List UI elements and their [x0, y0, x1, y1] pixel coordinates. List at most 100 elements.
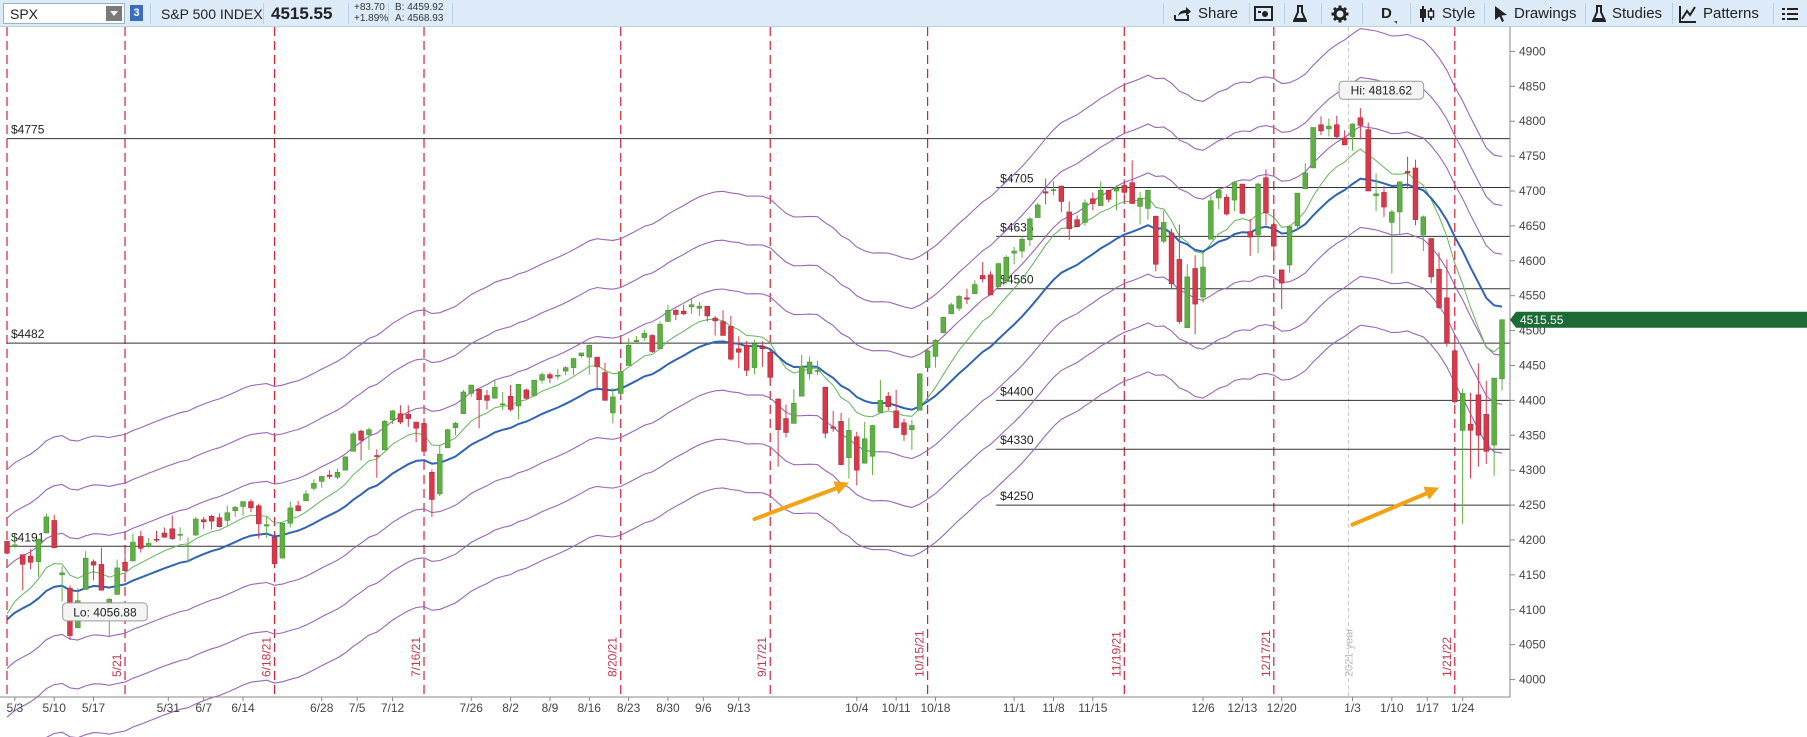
candle-body [736, 348, 742, 353]
price-level-label: $4775 [11, 123, 45, 137]
toolbar-divider [263, 3, 264, 24]
candle-body [1153, 215, 1159, 265]
candle-body [405, 414, 411, 419]
change-value: +83.70 [354, 2, 385, 13]
candle-body [114, 567, 120, 595]
link-group-badge[interactable]: 3 [130, 5, 143, 21]
candle-body [240, 501, 246, 507]
candle-body [193, 518, 199, 536]
candle-body [1420, 216, 1427, 236]
menu-list-icon [1782, 7, 1798, 20]
envelope-bands-layer [6, 28, 1503, 737]
candle-body [1318, 124, 1324, 132]
candle-body [1381, 192, 1387, 208]
candle-body [1302, 172, 1308, 190]
candle-body [476, 388, 482, 400]
candle-body [138, 536, 144, 549]
candle-body [641, 333, 648, 338]
candle-body [972, 284, 978, 294]
symbol-dropdown-icon[interactable] [106, 6, 122, 21]
menu-button[interactable] [1782, 0, 1798, 27]
net-change: +83.70 +1.89% [354, 2, 388, 24]
price-tick-label: 4000 [1519, 673, 1546, 687]
time-tick-label: 7/12 [381, 701, 405, 715]
flask-icon [1293, 4, 1307, 22]
candle-body [1467, 423, 1474, 431]
candle-body [1239, 183, 1246, 214]
candle-body [452, 423, 459, 428]
envelope-band-line [6, 28, 1503, 470]
candle-body [98, 564, 105, 591]
drawings-button[interactable]: Drawings [1494, 0, 1577, 27]
chart-toolbar: SPX 3 S&P 500 INDEX 4515.55 +83.70 +1.89… [0, 0, 1807, 27]
candle-body [893, 410, 899, 428]
candle-body [688, 304, 695, 308]
candle-body [814, 370, 821, 372]
candle-body [830, 426, 836, 429]
toolbar-divider [1410, 3, 1411, 24]
envelope-band-line [6, 76, 1503, 519]
time-tick-label: 12/20 [1267, 701, 1297, 715]
time-tick-label: 5/31 [157, 701, 181, 715]
settings-button[interactable] [1331, 0, 1349, 27]
candle-body [232, 506, 238, 511]
candle-body [437, 453, 443, 495]
ask-value: A: 4568.93 [395, 13, 444, 24]
patterns-button[interactable]: Patterns [1679, 0, 1759, 27]
symbol-input[interactable]: SPX [3, 3, 125, 24]
candle-body [1216, 190, 1222, 199]
candle-body [531, 379, 537, 396]
candle-body [1082, 202, 1088, 223]
price-tick-label: 4900 [1519, 44, 1546, 58]
candle-body [122, 562, 128, 571]
candle-body [673, 310, 679, 315]
candle-body [185, 545, 191, 547]
candle-body [846, 430, 852, 458]
toolbar-divider [1484, 3, 1485, 24]
candle-body [256, 505, 262, 525]
candle-body [547, 374, 553, 379]
share-button[interactable]: Share [1174, 0, 1238, 27]
symbol-text: SPX [10, 6, 39, 22]
candle-body [885, 395, 891, 407]
cycle-date-label: 5/21 [110, 653, 124, 677]
candle-body [1042, 191, 1049, 194]
candle-body [1357, 117, 1364, 126]
last-price-label: 4515.55 [1520, 313, 1564, 327]
candle-body [271, 536, 278, 564]
candle-body [366, 429, 372, 435]
candle-body [1349, 123, 1356, 137]
time-tick-label: 6/14 [231, 701, 255, 715]
candle-body [822, 386, 829, 434]
chart-settings-panel-button[interactable] [1254, 0, 1274, 27]
price-chart[interactable]: 2021 year 5/21 6/18/21 7/16/21 8/20/21 9/17/2… [0, 27, 1807, 737]
time-tick-label: 11/15 [1078, 701, 1107, 715]
studies-label: Studies [1612, 5, 1663, 22]
candle-body [1404, 171, 1411, 174]
candle-body [1160, 222, 1167, 242]
annotations-layer: Hi: 4818.62 Lo: 4056.88 [62, 80, 1440, 622]
candle-body [783, 418, 789, 433]
time-tick-label: 1/17 [1416, 701, 1440, 715]
cycle-date-label: 11/19/21 [1109, 631, 1123, 677]
candle-body [1011, 250, 1017, 254]
price-tick-label: 4400 [1519, 393, 1546, 407]
candle-body [1066, 211, 1072, 229]
toolbar-divider [388, 3, 389, 24]
candle-body [1200, 266, 1206, 298]
price-level-label: $4635 [1000, 220, 1034, 234]
trend-arrow-shaft [752, 483, 845, 522]
candle-body [586, 345, 592, 358]
cycle-date-label: 12/17/21 [1259, 630, 1273, 677]
cycle-date-label: 1/21/22 [1440, 637, 1454, 677]
candle-body [1184, 276, 1190, 329]
candle-body [295, 505, 301, 511]
time-tick-label: 8/16 [578, 701, 602, 715]
studies-button[interactable]: Studies [1592, 0, 1662, 27]
style-button[interactable]: Style [1418, 0, 1475, 27]
lab-button[interactable] [1293, 0, 1307, 27]
candle-body [932, 340, 939, 357]
time-tick-label: 11/8 [1042, 701, 1065, 715]
period-button[interactable]: D [1381, 0, 1397, 27]
period-caret-icon [1393, 21, 1397, 24]
